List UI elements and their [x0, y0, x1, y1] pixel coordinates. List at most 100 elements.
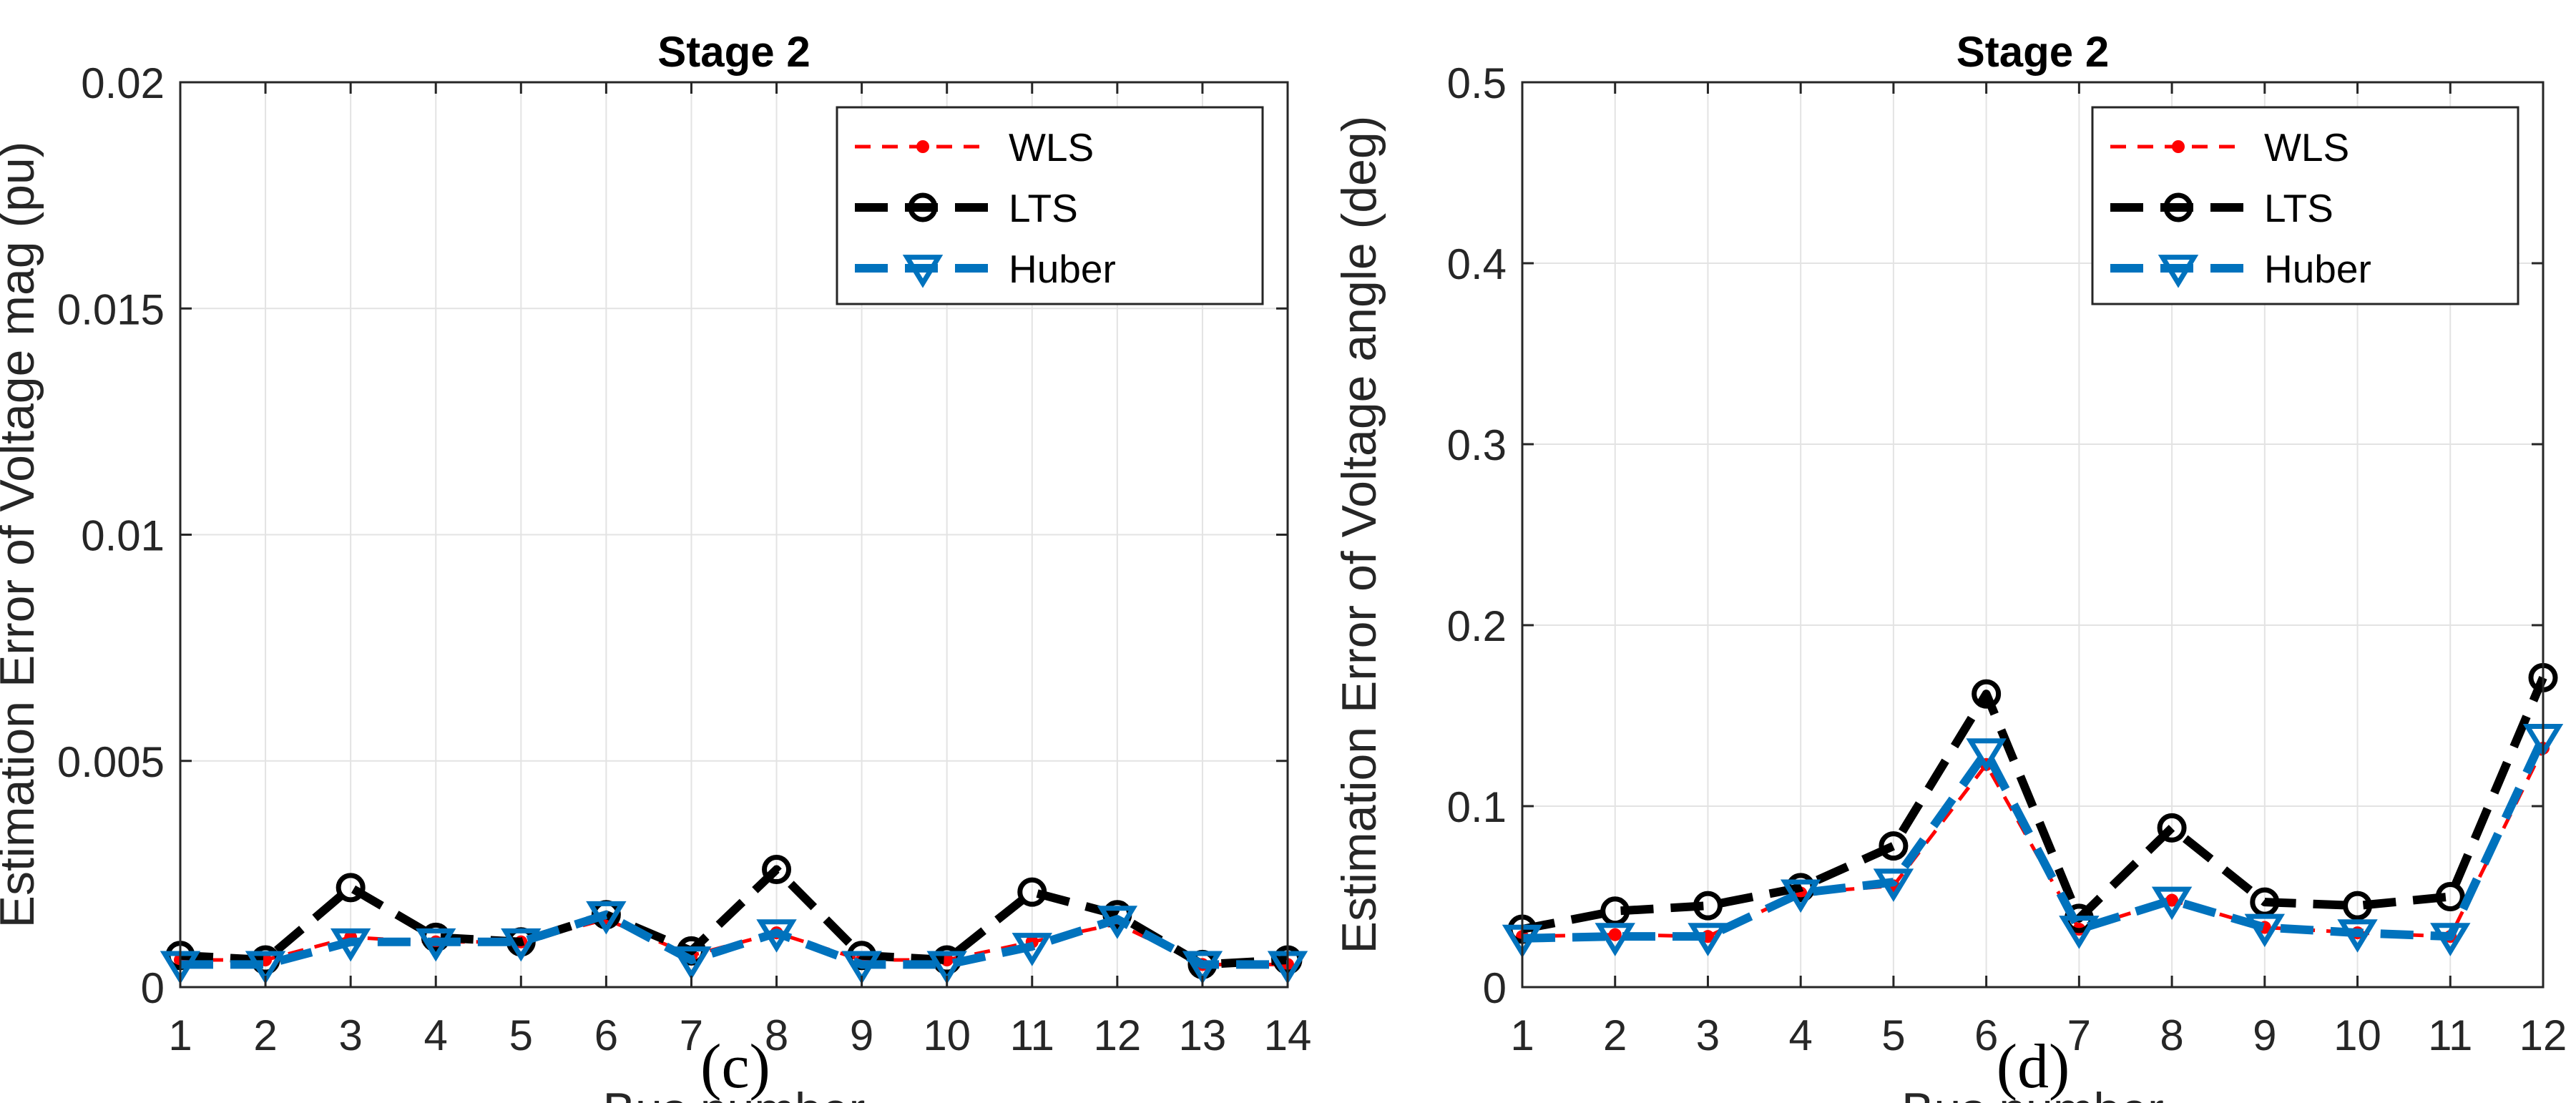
legend-entry-wls: WLS [2110, 125, 2349, 170]
series-line-huber [180, 910, 1288, 969]
x-tick-label: 3 [1696, 1011, 1720, 1059]
legend-label: WLS [2264, 125, 2349, 170]
data-point-huber [2244, 913, 2286, 948]
tick-marks [179, 81, 1289, 989]
legend-marker [908, 192, 938, 222]
legend-entry-huber: Huber [2110, 247, 2371, 291]
data-point-lts [2435, 882, 2465, 911]
data-point-wls [2165, 893, 2179, 907]
legend: WLS LTS Huber [836, 106, 1264, 305]
x-tick-label: 11 [1010, 1011, 1054, 1059]
data-point-lts [1972, 679, 2002, 709]
x-tick-label: 10 [923, 1011, 971, 1059]
legend-label: WLS [1009, 125, 1094, 170]
legend-marker [916, 140, 929, 153]
chart-title: Stage 2 [657, 28, 810, 76]
data-point-huber [1966, 738, 2007, 772]
chart-title: Stage 2 [1957, 28, 2109, 76]
data-point-lts [336, 873, 366, 903]
data-point-huber [926, 951, 967, 985]
legend-marker [902, 255, 944, 288]
tick-marks [1521, 81, 2545, 989]
legend-entry-wls: WLS [855, 125, 1094, 170]
data-point-huber [501, 928, 542, 962]
legend-label: LTS [2264, 186, 2333, 230]
data-point-huber [1780, 879, 1821, 913]
x-tick-label: 4 [1788, 1011, 1812, 1059]
x-tick-label: 1 [1510, 1011, 1534, 1059]
x-tick-label: 9 [850, 1011, 873, 1059]
y-tick-label: 0.3 [1447, 421, 1507, 469]
data-point-huber [1873, 868, 1914, 902]
y-tick-label: 0.1 [1447, 783, 1507, 831]
data-point-huber [1595, 923, 1635, 956]
y-axis-label: Estimation Error of Voltage mag (pu) [0, 142, 44, 928]
series-huber [160, 901, 1308, 985]
y-tick-label: 0 [1483, 964, 1507, 1012]
y-tick-label: 0.02 [81, 59, 165, 107]
x-tick-label: 5 [1881, 1011, 1905, 1059]
chart-panel-c: 1 2 3 4 5 6 7 8 9 10 11 12 13 1400.0050.010.0150.02St… [0, 28, 1311, 1103]
x-tick-label: 7 [2067, 1011, 2091, 1059]
data-point-lts [1879, 831, 1909, 861]
y-tick-label: 0 [141, 964, 165, 1012]
x-tick-label: 8 [2160, 1011, 2183, 1059]
data-point-lts [762, 855, 792, 885]
legend-entry-lts: LTS [2110, 186, 2333, 230]
series-line-huber [1522, 735, 2547, 943]
series-line-lts [1521, 676, 2547, 933]
y-tick-label: 0.4 [1447, 240, 1507, 288]
legend-entry-lts: LTS [855, 186, 1078, 230]
data-point-huber [2430, 923, 2471, 956]
data-point-huber [2059, 916, 2100, 949]
y-tick-label: 0.015 [57, 285, 165, 333]
data-point-huber [416, 928, 456, 962]
legend-label: Huber [1009, 247, 1116, 291]
x-axis-label: Bus number [1901, 1083, 2164, 1103]
legend-entry-huber: Huber [855, 247, 1116, 291]
x-tick-label: 5 [509, 1011, 533, 1059]
panel-caption: (d) [1997, 1032, 2070, 1102]
legend-marker [2158, 255, 2199, 288]
panel-caption: (c) [700, 1032, 770, 1102]
legend-label: LTS [1009, 186, 1078, 230]
series-huber [1502, 723, 2564, 959]
x-tick-label: 8 [765, 1011, 788, 1059]
x-tick-label: 7 [680, 1011, 703, 1059]
x-tick-label: 9 [2253, 1011, 2276, 1059]
x-tick-label: 2 [1603, 1011, 1627, 1059]
legend-label: Huber [2264, 247, 2371, 291]
x-tick-label: 12 [2519, 1011, 2567, 1059]
y-tick-label: 0.01 [81, 512, 165, 560]
legend-marker [2163, 192, 2193, 222]
x-tick-label: 14 [1264, 1011, 1312, 1059]
data-point-huber [841, 951, 882, 985]
data-point-lts [2157, 813, 2187, 843]
data-point-huber [330, 928, 371, 962]
legend-marker [2172, 140, 2185, 153]
data-point-huber [671, 946, 712, 980]
axes-box [1521, 81, 2545, 989]
x-tick-label: 4 [424, 1011, 448, 1059]
data-point-huber [1688, 923, 1728, 956]
data-point-lts [1693, 891, 1723, 921]
data-point-huber [2151, 886, 2193, 921]
data-point-wls [1608, 928, 1622, 941]
x-tick-label: 10 [2333, 1011, 2381, 1059]
y-tick-label: 0.2 [1447, 602, 1507, 650]
data-point-huber [1182, 951, 1223, 985]
x-tick-label: 12 [1093, 1011, 1141, 1059]
data-point-huber [586, 901, 627, 935]
x-tick-label: 2 [253, 1011, 277, 1059]
x-axis-label: Bus number [603, 1083, 866, 1103]
data-point-lts [2343, 891, 2373, 921]
x-tick-label: 3 [338, 1011, 362, 1059]
y-tick-label: 0.005 [57, 738, 165, 786]
data-point-huber [2337, 919, 2378, 953]
x-tick-label: 6 [594, 1011, 618, 1059]
x-tick-label: 13 [1179, 1011, 1227, 1059]
data-point-huber [1097, 906, 1138, 939]
data-point-lts [1017, 877, 1047, 907]
